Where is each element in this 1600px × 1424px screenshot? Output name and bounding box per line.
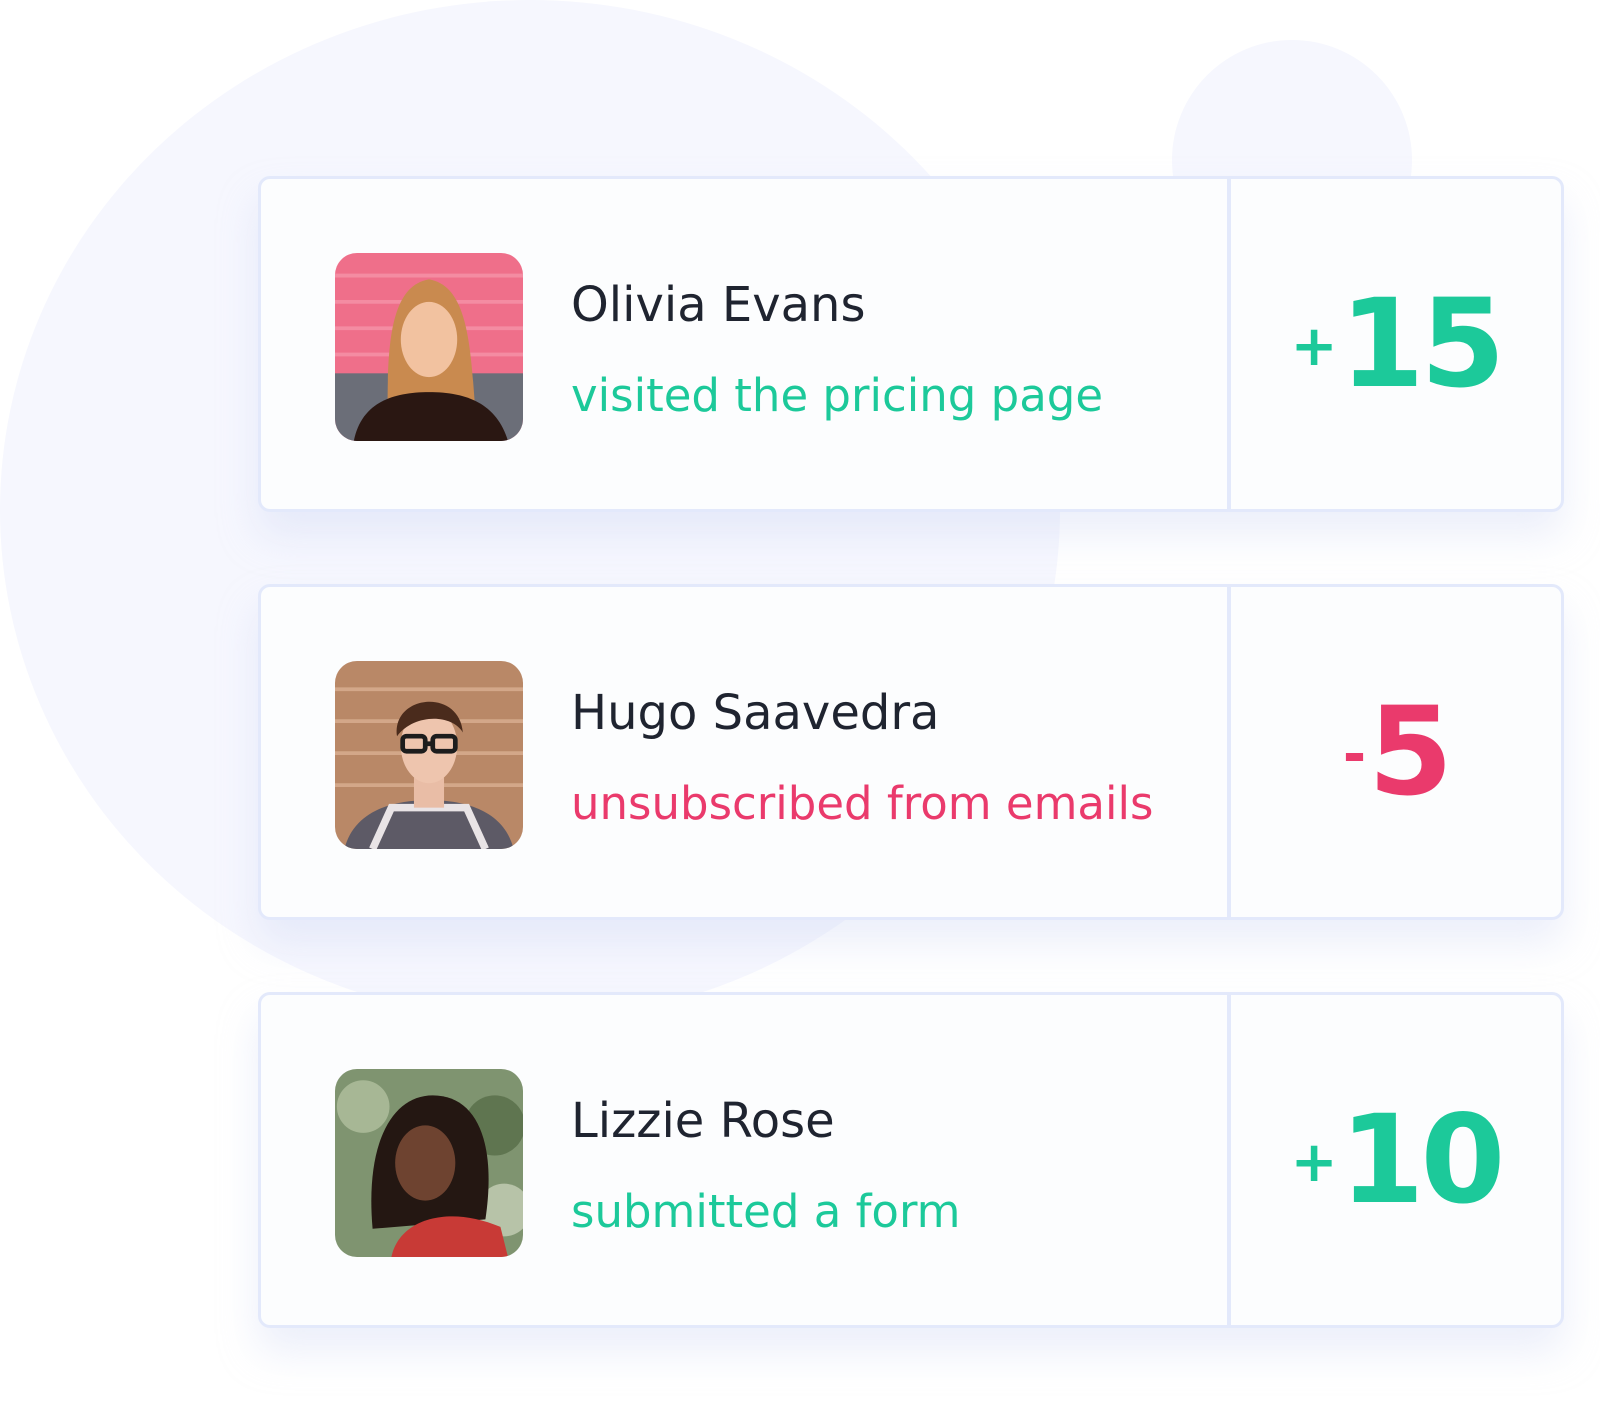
score-sign: - <box>1342 721 1367 787</box>
activity-card: Hugo Saavedra unsubscribed from emails -… <box>258 584 1564 920</box>
score-change: + 15 <box>1231 179 1561 509</box>
activity-card: Olivia Evans visited the pricing page + … <box>258 176 1564 512</box>
avatar <box>335 253 523 441</box>
activity-description: visited the pricing page <box>571 369 1104 422</box>
contact-name: Lizzie Rose <box>571 1093 835 1149</box>
avatar <box>335 661 523 849</box>
activity-card: Lizzie Rose submitted a form + 10 <box>258 992 1564 1328</box>
divider <box>1227 995 1231 1325</box>
score-sign: + <box>1290 313 1338 379</box>
score-sign: + <box>1290 1129 1338 1195</box>
activity-description: submitted a form <box>571 1185 961 1238</box>
contact-name: Olivia Evans <box>571 277 866 333</box>
contact-name: Hugo Saavedra <box>571 685 940 741</box>
score-change: - 5 <box>1231 587 1561 917</box>
score-change: + 10 <box>1231 995 1561 1325</box>
score-value: 10 <box>1339 1089 1506 1231</box>
avatar <box>335 1069 523 1257</box>
score-value: 15 <box>1339 273 1506 415</box>
divider <box>1227 179 1231 509</box>
divider <box>1227 587 1231 917</box>
activity-description: unsubscribed from emails <box>571 777 1154 830</box>
score-value: 5 <box>1368 681 1453 823</box>
